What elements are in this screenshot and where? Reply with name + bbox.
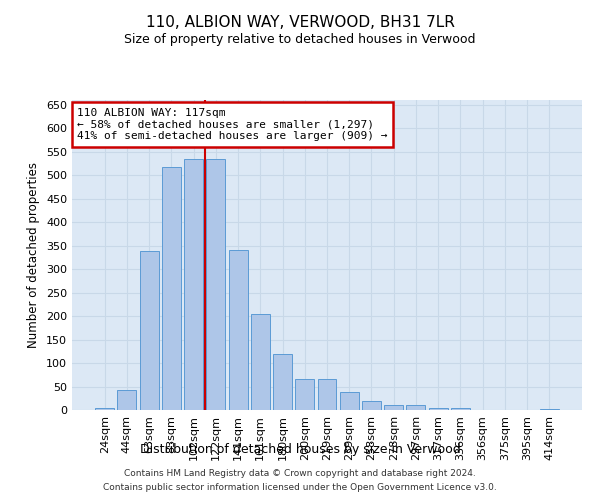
Text: 110 ALBION WAY: 117sqm
← 58% of detached houses are smaller (1,297)
41% of semi-: 110 ALBION WAY: 117sqm ← 58% of detached… [77, 108, 388, 141]
Text: Distribution of detached houses by size in Verwood: Distribution of detached houses by size … [140, 442, 460, 456]
Bar [184, 158, 203, 410]
Bar [162, 166, 181, 410]
Bar [451, 408, 470, 410]
Bar [406, 406, 425, 410]
Bar [251, 314, 270, 410]
Bar [540, 408, 559, 410]
Bar [95, 408, 114, 410]
Bar [295, 378, 314, 410]
Bar [317, 378, 337, 410]
Bar [140, 251, 158, 410]
Bar [206, 158, 225, 410]
Bar [118, 390, 136, 410]
Text: Size of property relative to detached houses in Verwood: Size of property relative to detached ho… [124, 32, 476, 46]
Text: Contains public sector information licensed under the Open Government Licence v3: Contains public sector information licen… [103, 484, 497, 492]
Bar [340, 392, 359, 410]
Bar [273, 354, 292, 410]
Bar [429, 408, 448, 410]
Text: Contains HM Land Registry data © Crown copyright and database right 2024.: Contains HM Land Registry data © Crown c… [124, 468, 476, 477]
Bar [362, 400, 381, 410]
Bar [229, 250, 248, 410]
Text: 110, ALBION WAY, VERWOOD, BH31 7LR: 110, ALBION WAY, VERWOOD, BH31 7LR [146, 15, 454, 30]
Y-axis label: Number of detached properties: Number of detached properties [28, 162, 40, 348]
Bar [384, 406, 403, 410]
